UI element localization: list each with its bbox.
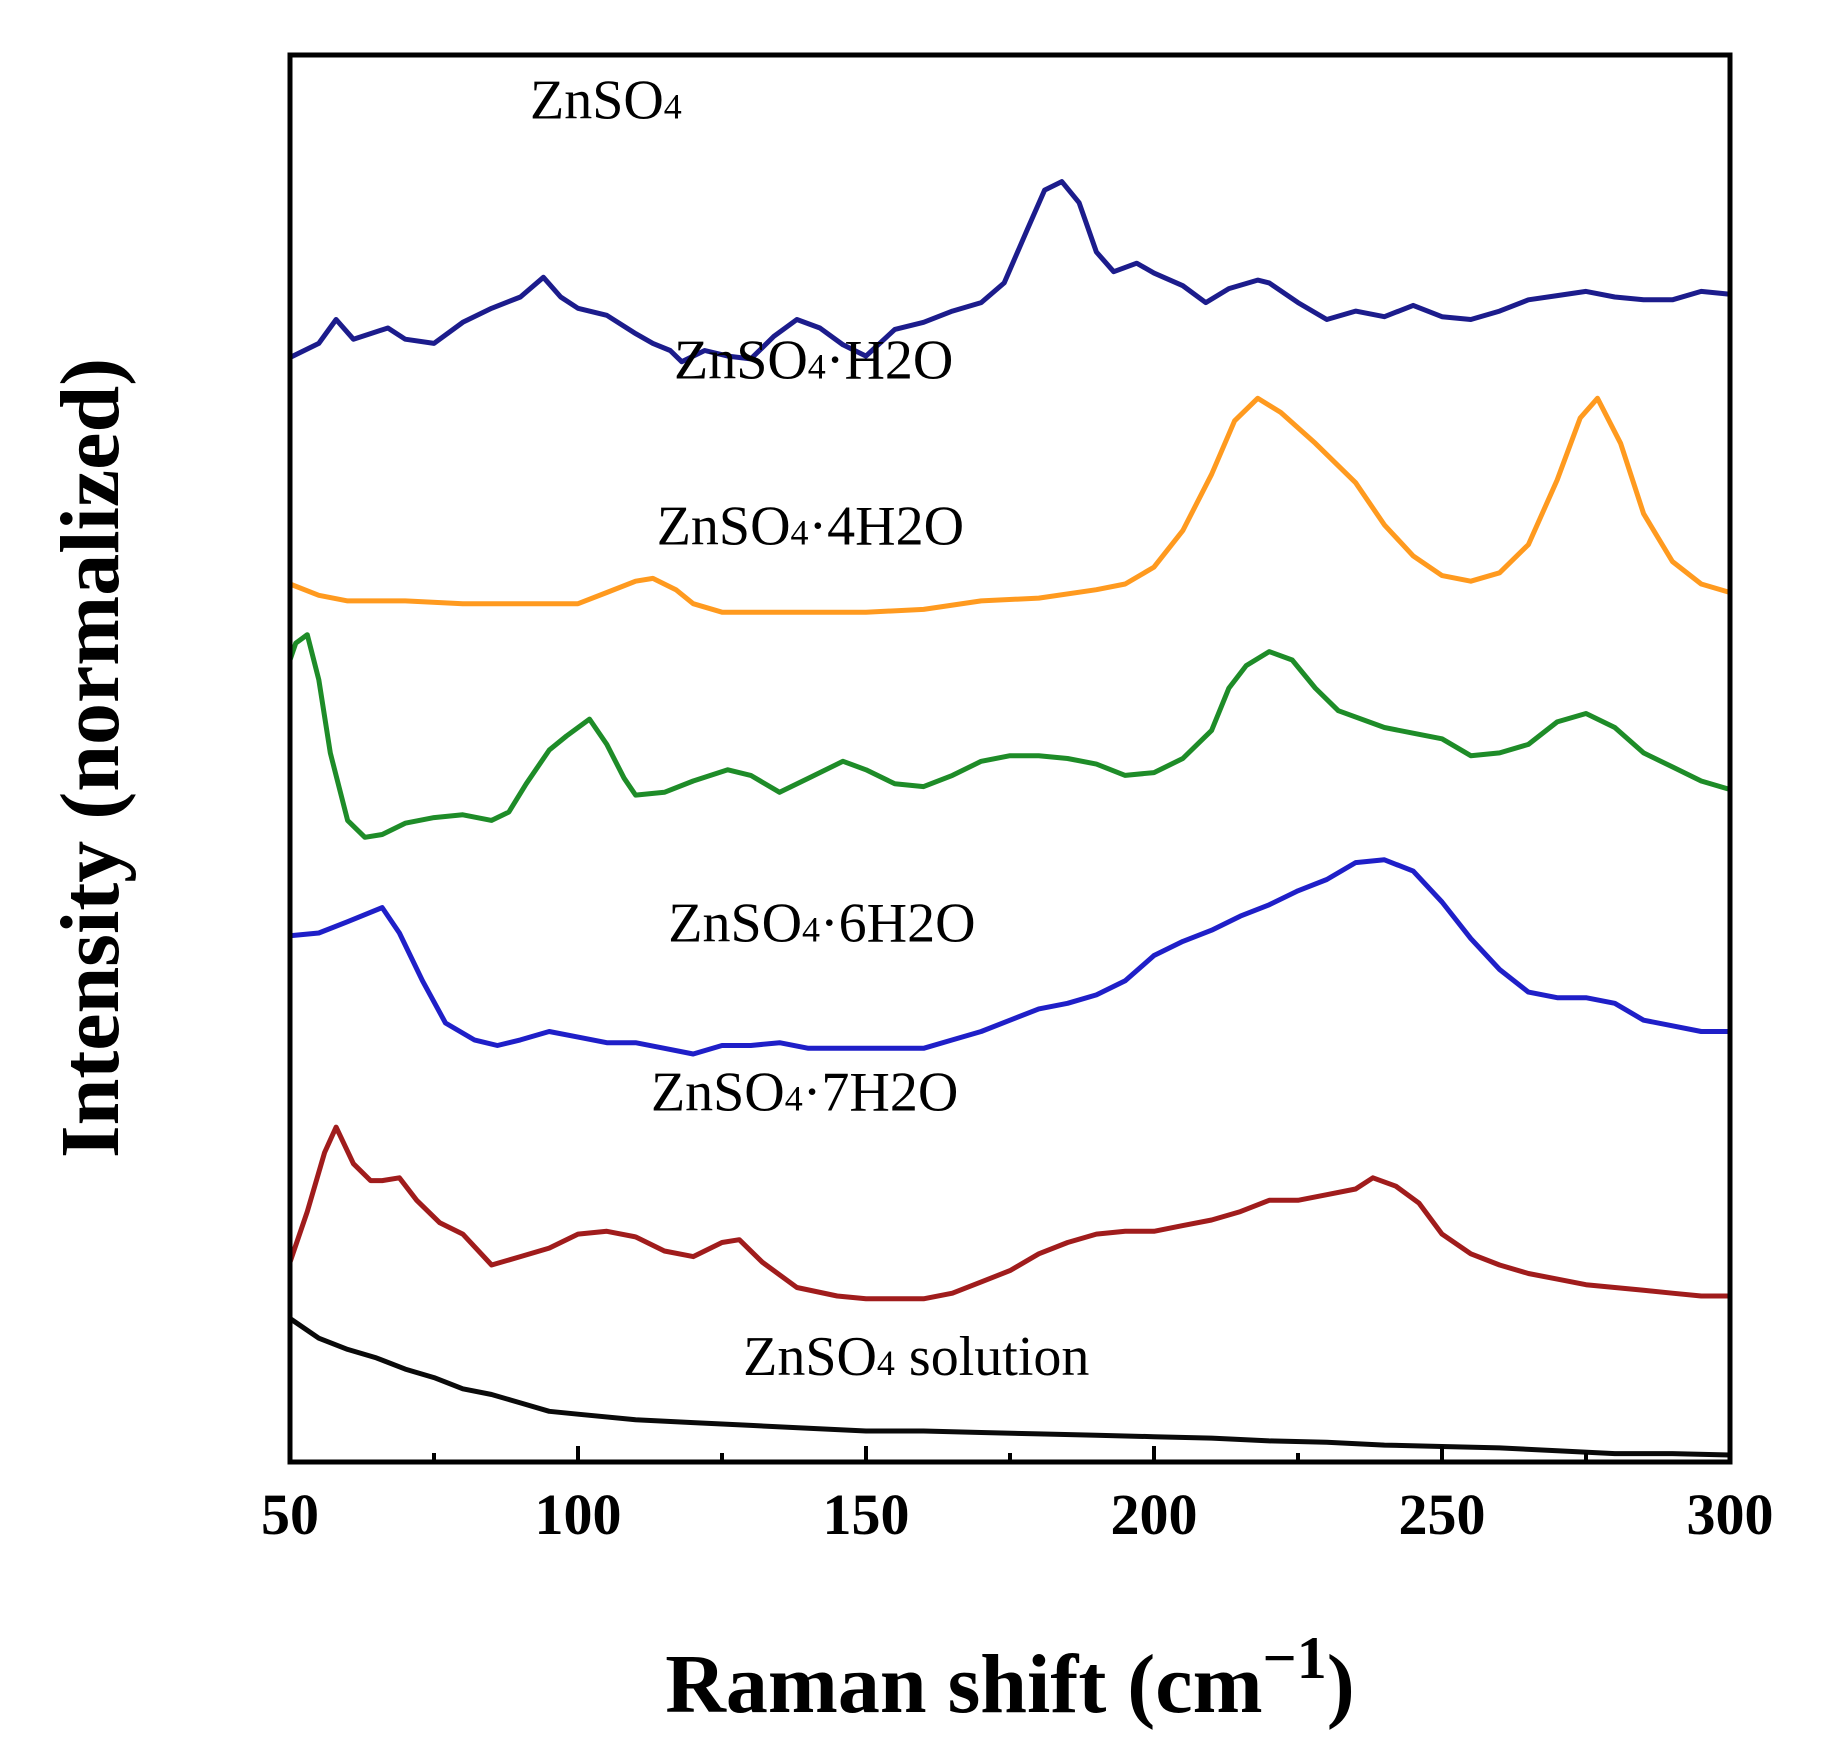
x-axis-title-main: Raman shift (cm [665, 1638, 1262, 1731]
series-label-4: ZnSO4·7H2O [651, 1061, 958, 1123]
x-tick-label: 100 [535, 1482, 622, 1547]
series-line-1 [287, 395, 1733, 615]
series-label-rest: ·4H2O [809, 496, 965, 558]
series-label-subscript: 4 [664, 86, 682, 126]
series-label-main: ZnSO [674, 330, 808, 392]
series-label-rest: ·6H2O [820, 892, 976, 954]
plot-frame [287, 52, 1733, 1465]
x-axis-title-superscript: −1 [1263, 1625, 1327, 1691]
series-label-subscript: 4 [791, 513, 809, 553]
series-label-5: ZnSO4 solution [743, 1326, 1089, 1388]
x-axis-title: Raman shift (cm−1) [665, 1625, 1354, 1731]
x-tick-label: 150 [823, 1482, 910, 1547]
y-axis-title: Intensity (normalized) [44, 358, 137, 1158]
series-label-main: ZnSO [530, 69, 664, 131]
series-label-2: ZnSO4·4H2O [657, 496, 964, 558]
series-label-subscript: 4 [877, 1343, 895, 1383]
x-tick-label: 50 [261, 1482, 319, 1547]
series-label-3: ZnSO4·6H2O [668, 892, 975, 954]
series-label-main: ZnSO [743, 1326, 877, 1388]
series-label-subscript: 4 [802, 909, 820, 949]
series-label-rest: ·H2O [826, 330, 954, 392]
series-line-3 [287, 857, 1733, 1057]
series-label-rest: ·7H2O [803, 1061, 959, 1123]
series-label-0: ZnSO4 [530, 69, 682, 131]
series-label-main: ZnSO [657, 496, 791, 558]
series-line-0 [287, 179, 1733, 365]
series-line-4 [287, 1124, 1733, 1302]
series-label-subscript: 4 [808, 347, 826, 387]
series-label-layer: ZnSO4ZnSO4·H2OZnSO4·4H2OZnSO4·6H2OZnSO4·… [530, 69, 1089, 1387]
series-label-1: ZnSO4·H2O [674, 330, 953, 392]
x-tick-label: 300 [1687, 1482, 1774, 1547]
axis-layer: 50 100 150 200 250 300 [261, 1446, 1774, 1547]
x-tick-label: 250 [1399, 1482, 1486, 1547]
series-line-2 [287, 632, 1733, 840]
x-tick-label: 200 [1111, 1482, 1198, 1547]
x-axis-title-close: ) [1327, 1638, 1355, 1731]
series-label-rest: solution [895, 1326, 1089, 1388]
series-label-main: ZnSO [668, 892, 802, 954]
series-label-subscript: 4 [785, 1078, 803, 1118]
series-label-main: ZnSO [651, 1061, 785, 1123]
